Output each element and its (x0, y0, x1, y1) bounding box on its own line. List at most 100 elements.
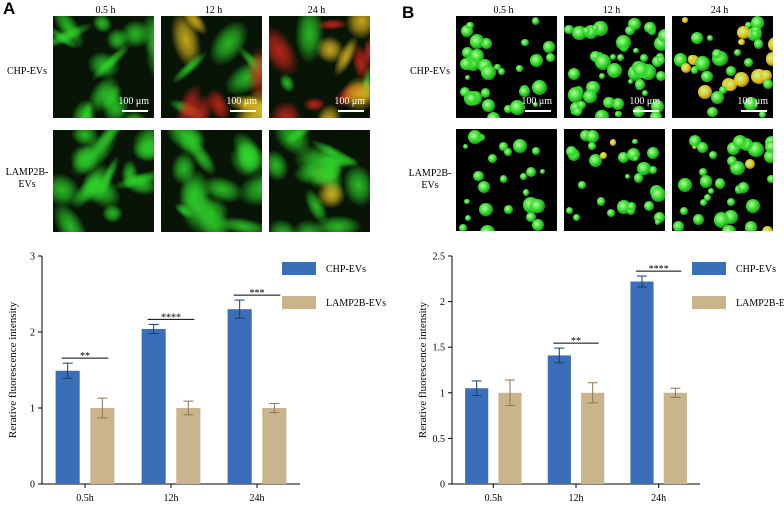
x-tick-label: 0.5h (76, 493, 94, 504)
cell-dot (727, 197, 736, 206)
cell-dot (673, 221, 684, 231)
micrograph-a-chp-24h: 100 μm (269, 16, 370, 118)
cell-dot (642, 89, 649, 96)
y-tick-label: 0 (30, 480, 35, 491)
cell-dot (727, 156, 738, 167)
micrograph-a-lamp2b-24h (269, 130, 370, 232)
cell-dot (598, 72, 606, 80)
cell-dot (504, 148, 513, 157)
cell-dot (458, 224, 467, 231)
cell-blob (120, 19, 150, 48)
cell-dot (632, 156, 639, 162)
x-tick-label: 24h (651, 493, 666, 504)
cell-dot (644, 21, 656, 33)
y-tick-label: 0.5 (433, 434, 446, 445)
legend-label: LAMP2B-EVs (326, 298, 386, 309)
cell-dot (648, 165, 657, 174)
cell-dot (654, 35, 665, 51)
cell-dot (618, 152, 630, 164)
cell-dot (646, 147, 660, 160)
cell-dot (480, 88, 491, 98)
cell-dot (657, 28, 665, 44)
cell-dot (609, 139, 617, 146)
cell-dot (479, 202, 493, 217)
cell-dot (637, 161, 651, 176)
cell-dot (578, 180, 587, 189)
cell-dot (532, 218, 545, 231)
cell-dot (606, 63, 623, 79)
panel-b-row-label-chp: CHP-EVs (404, 66, 456, 78)
row-label-line: CHP-EVs (409, 66, 450, 77)
micrograph-a-chp-0-5h: 100 μm (53, 16, 154, 118)
cell-dot (526, 212, 537, 223)
bar-lamp2b-evs-0.5h (498, 392, 522, 484)
cell-dot (713, 212, 730, 228)
bar-lamp2b-evs-24h (663, 392, 687, 484)
cell-dot (531, 146, 540, 155)
cell-dot (582, 27, 591, 35)
scale-bar-label: 100 μm (629, 96, 660, 107)
panel-b-time-label-2: 24 h (710, 5, 729, 16)
cell-dot (738, 38, 745, 45)
cell-dot (565, 146, 577, 158)
cell-dot (503, 205, 513, 214)
micrograph-b-chp-12h: 100 μm (564, 16, 665, 118)
cell-dot (486, 112, 501, 118)
cell-dot (465, 21, 474, 30)
panel-a-time-label-0: 0.5 h (95, 5, 116, 16)
cell-dot (737, 26, 751, 39)
cell-dot (699, 175, 712, 188)
cell-dot (480, 225, 495, 231)
cell-dot (462, 143, 468, 149)
cell-dot (744, 96, 759, 111)
y-tick-label: 1 (30, 404, 35, 415)
cell-dot (722, 224, 736, 231)
cell-dot (703, 194, 711, 202)
cell-dot (733, 49, 741, 57)
cell-dot (690, 66, 699, 74)
cell-dot (481, 98, 495, 113)
cell-blob (120, 159, 138, 190)
cell-dot (530, 53, 543, 67)
bar-chart-a: 0 1 2 3 Rerative fluorescence intensity 0.5h *… (7, 252, 386, 505)
cell-dot (657, 56, 665, 65)
cell-dot (521, 38, 529, 47)
cell-dot (765, 140, 773, 154)
scale-bar-label: 100 μm (737, 96, 768, 107)
scale-bar (525, 110, 551, 112)
cell-dot (679, 206, 689, 216)
cell-dot (633, 47, 639, 53)
cell-blob (132, 138, 154, 163)
cell-dot (573, 213, 581, 222)
cell-dot (503, 105, 512, 114)
panel-a-row-label-lamp2b: LAMP2B- EVs (2, 167, 52, 191)
cell-dot (719, 85, 728, 94)
cell-dot (701, 70, 713, 83)
cell-dot (595, 53, 612, 70)
cell-dot (545, 53, 555, 63)
cell-dot (656, 71, 665, 81)
cell-dot (699, 199, 707, 207)
scale-bar-label: 100 μm (521, 96, 552, 107)
cell-dot (711, 49, 723, 60)
row-label-line: CHP-EVs (6, 66, 47, 77)
cell-dot (596, 197, 606, 206)
cell-dot (708, 151, 717, 160)
cell-dot (533, 101, 539, 107)
cell-dot (464, 198, 470, 205)
cell-dot (473, 170, 484, 181)
cell-dot (577, 100, 586, 109)
cell-dot (714, 177, 726, 189)
bar-lamp2b-evs-0.5h (90, 408, 115, 484)
x-tick-label: 12h (569, 493, 584, 504)
cell-dot (585, 129, 599, 143)
cell-dot (732, 134, 748, 150)
panel-b-time-label-1: 12 h (602, 5, 621, 16)
cell-dot (568, 67, 581, 80)
significance-marker: *** (250, 288, 265, 299)
cell-dot (543, 41, 555, 53)
micrograph-b-lamp2b-24h (672, 129, 773, 231)
scale-bar (338, 110, 364, 112)
cell-dot (464, 74, 470, 80)
cell-dot (465, 215, 472, 222)
